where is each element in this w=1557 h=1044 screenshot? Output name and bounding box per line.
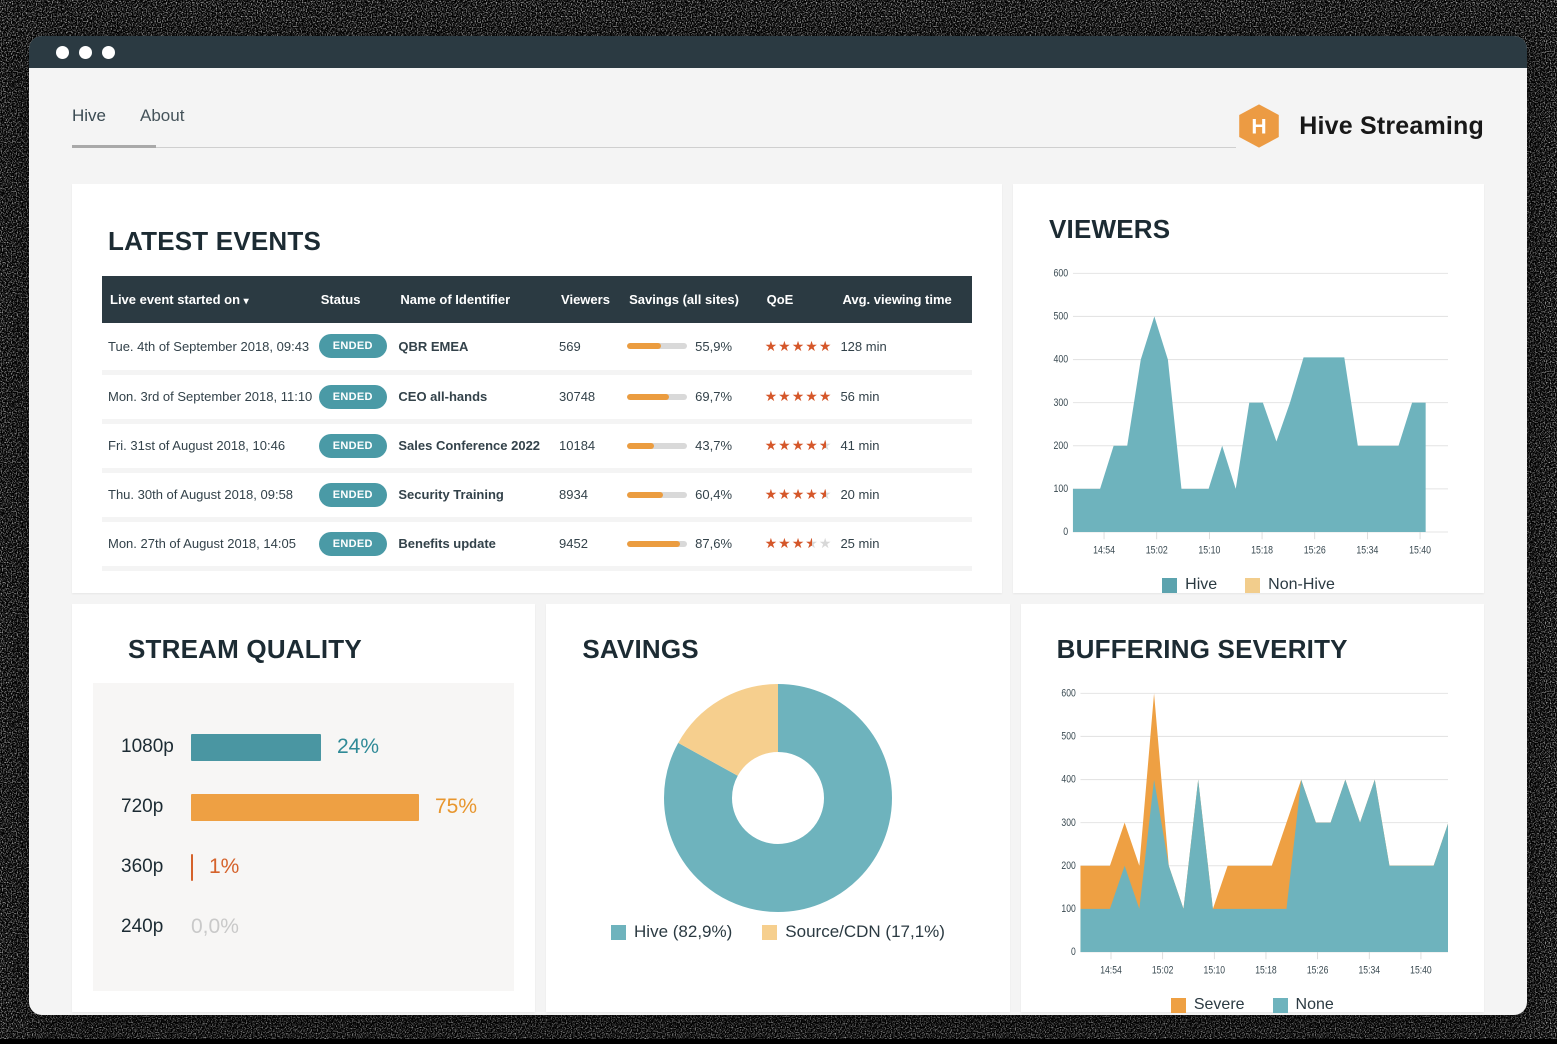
svg-text:300: 300 <box>1054 397 1069 409</box>
svg-text:15:26: 15:26 <box>1307 965 1329 977</box>
svg-text:0: 0 <box>1071 946 1076 958</box>
svg-text:15:18: 15:18 <box>1255 965 1277 977</box>
svg-text:15:18: 15:18 <box>1251 545 1273 557</box>
svg-text:15:02: 15:02 <box>1146 545 1168 557</box>
svg-text:15:10: 15:10 <box>1203 965 1225 977</box>
svg-text:100: 100 <box>1061 903 1076 915</box>
svg-text:14:54: 14:54 <box>1093 545 1115 557</box>
svg-text:15:40: 15:40 <box>1410 965 1432 977</box>
svg-text:H: H <box>1252 115 1267 138</box>
svg-text:400: 400 <box>1061 774 1076 786</box>
svg-text:15:02: 15:02 <box>1152 965 1174 977</box>
svg-text:300: 300 <box>1061 817 1076 829</box>
svg-text:500: 500 <box>1054 311 1069 323</box>
svg-text:600: 600 <box>1061 687 1076 699</box>
svg-text:100: 100 <box>1054 483 1069 495</box>
svg-text:0: 0 <box>1063 526 1068 538</box>
svg-text:14:54: 14:54 <box>1100 965 1122 977</box>
svg-text:15:34: 15:34 <box>1356 545 1378 557</box>
svg-text:500: 500 <box>1061 731 1076 743</box>
svg-text:200: 200 <box>1061 860 1076 872</box>
svg-text:200: 200 <box>1054 440 1069 452</box>
svg-text:15:40: 15:40 <box>1409 545 1431 557</box>
svg-text:15:10: 15:10 <box>1198 545 1220 557</box>
svg-text:15:26: 15:26 <box>1304 545 1326 557</box>
svg-text:15:34: 15:34 <box>1358 965 1380 977</box>
svg-text:600: 600 <box>1054 267 1069 279</box>
svg-text:400: 400 <box>1054 354 1069 366</box>
